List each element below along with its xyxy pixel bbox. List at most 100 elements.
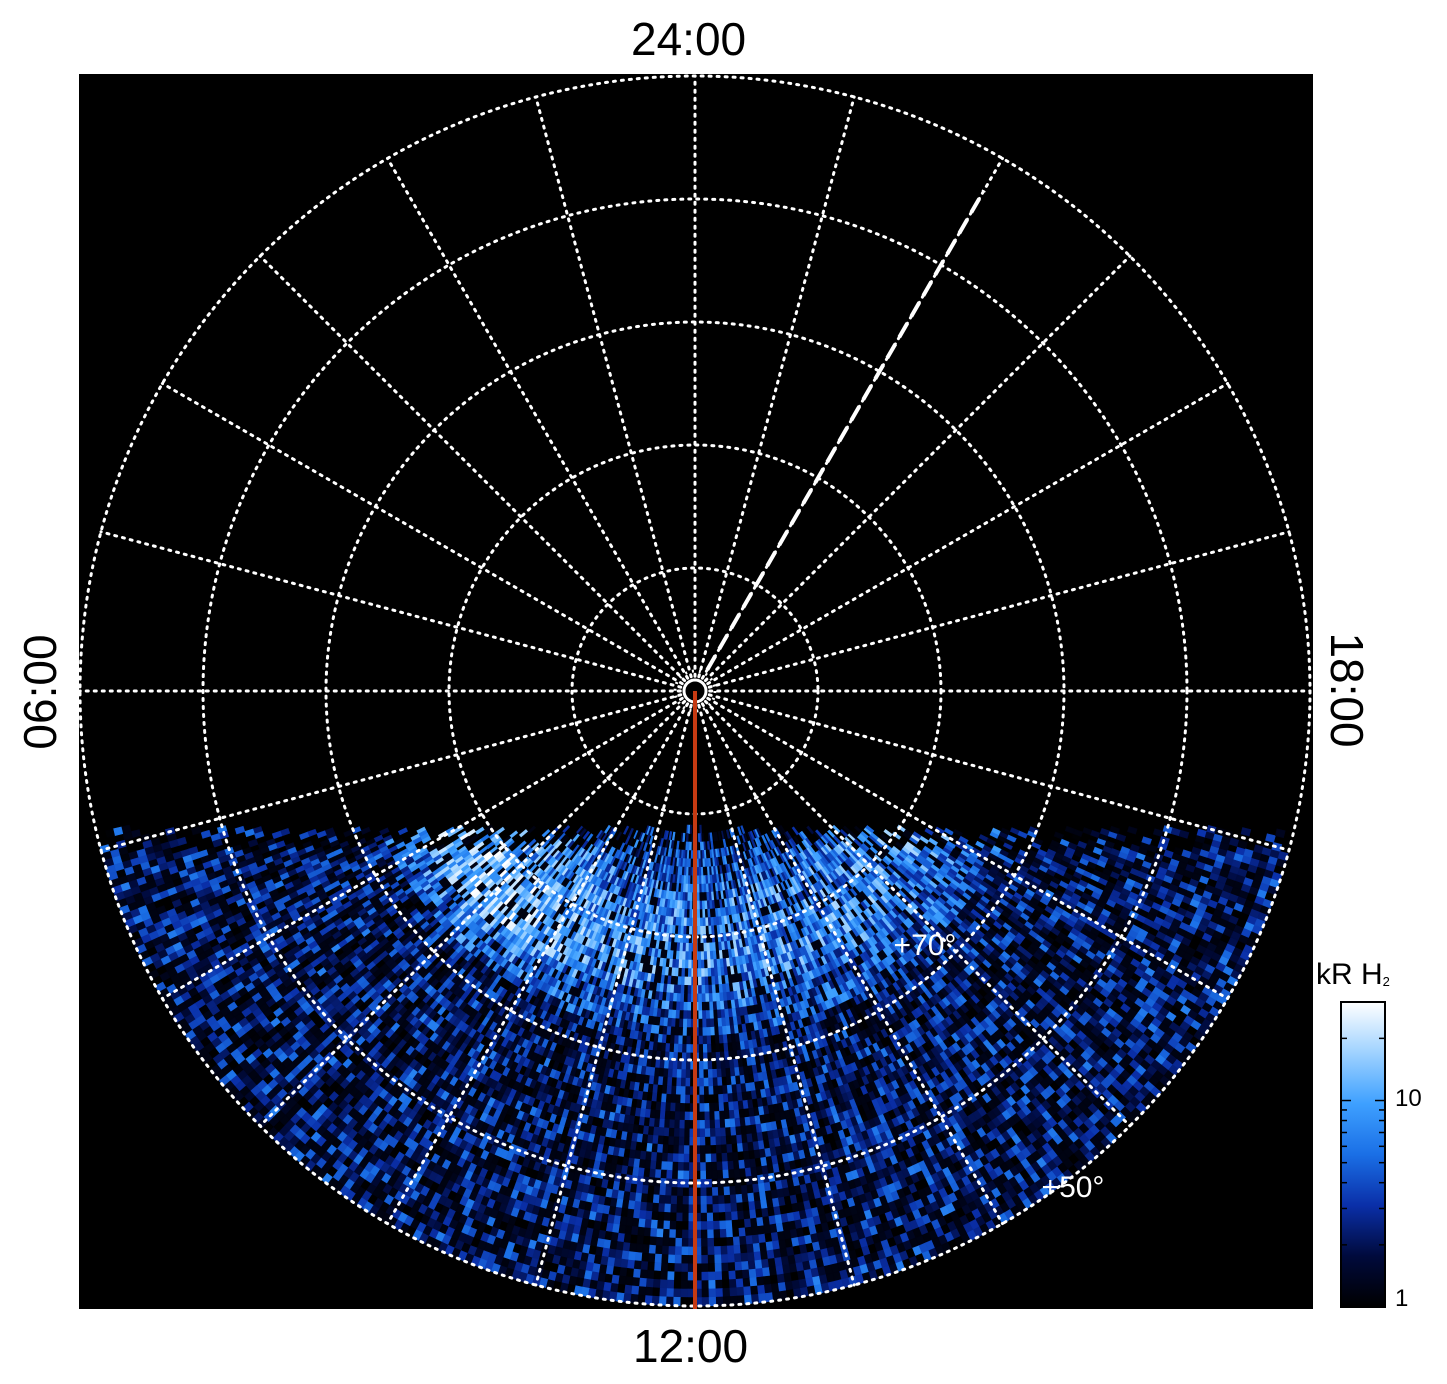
emission-cell — [674, 1026, 680, 1037]
emission-cell — [687, 993, 692, 1003]
emission-cell — [699, 1086, 705, 1096]
emission-cell — [702, 1043, 708, 1054]
emission-cell — [673, 1043, 679, 1053]
emission-cell — [685, 1060, 692, 1071]
emission-cell — [708, 1077, 714, 1087]
emission-cell — [703, 1069, 709, 1079]
emission-cell — [698, 1035, 704, 1045]
emission-cell — [702, 1018, 708, 1028]
emission-cell — [678, 1035, 684, 1045]
emission-cell — [704, 1094, 710, 1104]
emission-cell — [686, 1044, 692, 1054]
emission-cell — [682, 1018, 688, 1028]
emission-cell — [683, 1010, 688, 1020]
emission-cell — [702, 1010, 707, 1020]
emission-cell — [682, 1035, 688, 1045]
emission-cell — [678, 1018, 684, 1028]
emission-cell — [679, 1001, 685, 1011]
emission-cell — [685, 951, 690, 961]
emission-cell — [684, 968, 689, 978]
emission-cell — [685, 1086, 691, 1096]
emission-cell — [675, 1094, 682, 1104]
emission-cell — [680, 1086, 687, 1096]
emission-cell — [690, 875, 694, 885]
emission-cell — [698, 1010, 703, 1020]
emission-cell — [682, 1043, 688, 1054]
emission-cell — [701, 993, 707, 1003]
emission-cell — [685, 833, 689, 843]
emission-cell — [688, 951, 693, 961]
emission-cell — [699, 1069, 705, 1079]
emission-cell — [713, 1094, 720, 1104]
emission-cell — [713, 1085, 719, 1096]
emission-cell — [676, 1077, 682, 1087]
emission-cell — [703, 1086, 710, 1096]
emission-cell — [725, 829, 731, 839]
emission-cell — [701, 833, 705, 843]
emission-cell — [561, 835, 570, 845]
emission-cell — [686, 1027, 692, 1037]
emission-cell — [687, 968, 693, 978]
emission-cell — [712, 1077, 719, 1087]
emission-cell — [685, 1069, 691, 1079]
emission-cell — [674, 1035, 680, 1045]
emission-cell — [689, 909, 693, 919]
emission-cell — [701, 1001, 707, 1012]
emission-cell — [696, 841, 700, 851]
emission-cell — [675, 1085, 682, 1096]
emission-cell — [697, 976, 703, 986]
emission-cell — [711, 1043, 717, 1053]
emission-cell — [702, 1035, 708, 1045]
emission-cell — [670, 1094, 677, 1104]
emission-cell — [707, 1060, 713, 1070]
emission-cell — [706, 1043, 713, 1054]
emission-cell — [689, 917, 693, 927]
emission-cell — [667, 1076, 673, 1087]
emission-cell — [579, 828, 587, 838]
emission-cell — [689, 824, 693, 834]
emission-cell — [698, 1060, 705, 1071]
emission-cell — [698, 1001, 703, 1012]
emission-cell — [714, 831, 719, 841]
emission-cell — [707, 1069, 714, 1079]
emission-cell — [686, 1018, 692, 1028]
emission-cell — [667, 1068, 674, 1078]
emission-cell — [697, 951, 702, 961]
emission-cell — [698, 1027, 704, 1037]
emission-cell — [687, 976, 693, 986]
emission-cell — [688, 959, 693, 969]
emission-cell — [699, 1077, 705, 1088]
emission-cell — [685, 942, 690, 953]
emission-cell — [687, 1010, 692, 1020]
emission-cell — [697, 942, 702, 953]
emission-cell — [680, 984, 686, 995]
emission-cell — [684, 976, 689, 986]
emission-cell — [675, 1018, 681, 1028]
emission-cell — [688, 942, 693, 953]
emission-cell — [684, 959, 690, 969]
emission-cell — [665, 1093, 672, 1104]
emission-cell — [699, 824, 702, 834]
emission-cell — [689, 841, 692, 851]
emission-cell — [698, 985, 703, 995]
emission-cell — [680, 1094, 686, 1104]
emission-cell — [703, 1077, 710, 1087]
emission-cell — [722, 830, 727, 840]
emission-cell — [682, 1027, 688, 1037]
emission-cell — [706, 1035, 712, 1045]
emission-cell — [804, 837, 813, 847]
emission-cell — [702, 1027, 708, 1037]
emission-cell — [708, 1094, 715, 1104]
emission-cell — [683, 1001, 689, 1012]
emission-cell — [672, 1060, 679, 1070]
emission-cell — [661, 1093, 668, 1103]
emission-cell — [698, 1018, 704, 1028]
emission-cell — [736, 835, 742, 845]
emission-cell — [686, 1035, 692, 1045]
emission-cell — [699, 1094, 705, 1104]
emission-cell — [712, 1068, 718, 1079]
emission-cell — [680, 1077, 687, 1087]
emission-cell — [698, 1044, 704, 1054]
emission-cell — [687, 985, 692, 995]
